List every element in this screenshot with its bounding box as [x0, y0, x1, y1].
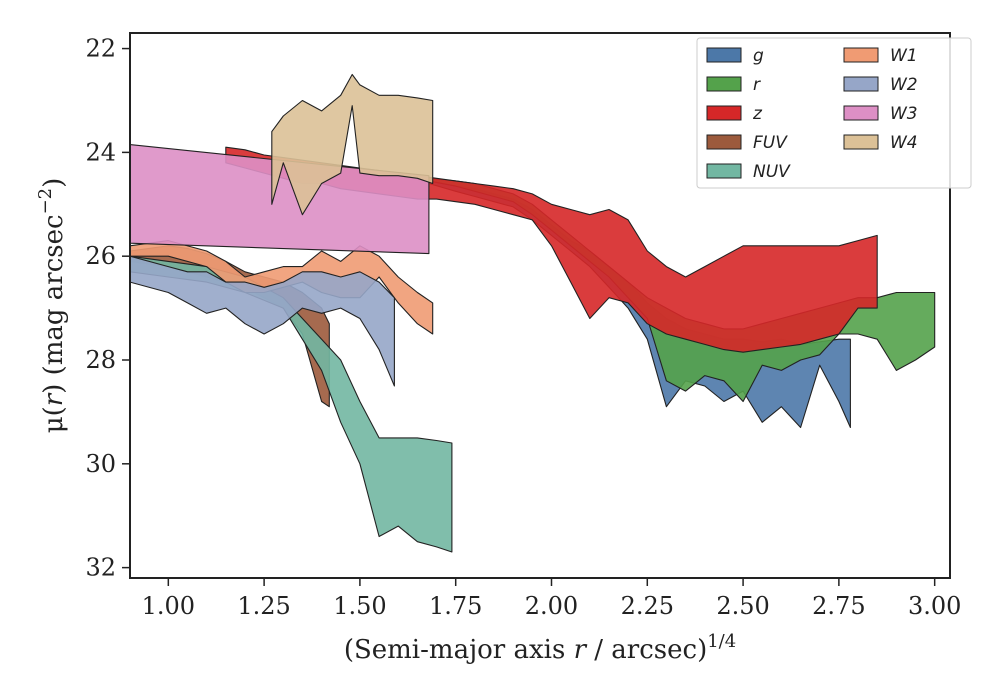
legend-swatch-w2	[843, 76, 879, 92]
legend-swatch-nuv	[706, 163, 742, 179]
x-tick-label: 1.50	[333, 592, 386, 620]
y-tick-label: 30	[85, 450, 116, 478]
y-tick-label: 26	[85, 242, 116, 270]
x-tick-label: 1.00	[142, 592, 195, 620]
area-z	[225, 146, 878, 353]
axis-ticks: 1.00 1.25 1.50 1.75 2.00 2.25 2.50 2.75 3.00 22 24…	[85, 35, 961, 620]
legend-swatch-w3	[843, 105, 879, 121]
legend-label-w2: W2	[890, 75, 918, 95]
legend-swatch-w1	[843, 47, 879, 63]
y-tick-label: 28	[85, 346, 116, 374]
legend-swatch-fuv	[706, 134, 742, 150]
area-w2	[130, 255, 395, 387]
legend-label-w1: W1	[890, 46, 918, 66]
x-axis-label: (Semi-major axis r / arcsec)1/4	[344, 631, 736, 665]
y-tick-label: 24	[85, 138, 116, 166]
x-tick-label: 2.75	[812, 592, 865, 620]
x-tick-label: 1.75	[429, 592, 482, 620]
legend-label-g: g	[753, 46, 764, 66]
legend-label-nuv: NUV	[753, 162, 791, 182]
x-tick-label: 2.50	[716, 592, 769, 620]
legend-label-w4: W4	[890, 133, 918, 153]
legend-swatch-w4	[843, 134, 879, 150]
plot-frame	[129, 32, 951, 579]
x-tick-label: 2.25	[621, 592, 674, 620]
legend-swatch-g	[706, 47, 742, 63]
legend-label-w3: W3	[890, 104, 918, 124]
legend-swatch-r	[706, 76, 742, 92]
legend-box	[696, 37, 972, 189]
x-tick-label: 2.00	[525, 592, 578, 620]
x-tick-label: 3.00	[908, 592, 961, 620]
x-tick-label: 1.25	[237, 592, 290, 620]
plot-area	[130, 73, 936, 553]
legend-label-z: z	[752, 104, 763, 124]
legend-label-fuv: FUV	[753, 133, 788, 153]
legend: grz FUV NUV W1 W2 W3 W4	[696, 37, 972, 189]
y-tick-label: 22	[85, 35, 116, 63]
series-areas	[130, 73, 936, 553]
y-tick-label: 32	[85, 554, 116, 582]
legend-swatch-z	[706, 105, 742, 121]
legend-label-r: r	[753, 75, 761, 95]
y-axis-label: μ(r) (mag arcsec−2)	[35, 178, 69, 434]
area-w4	[271, 73, 434, 216]
